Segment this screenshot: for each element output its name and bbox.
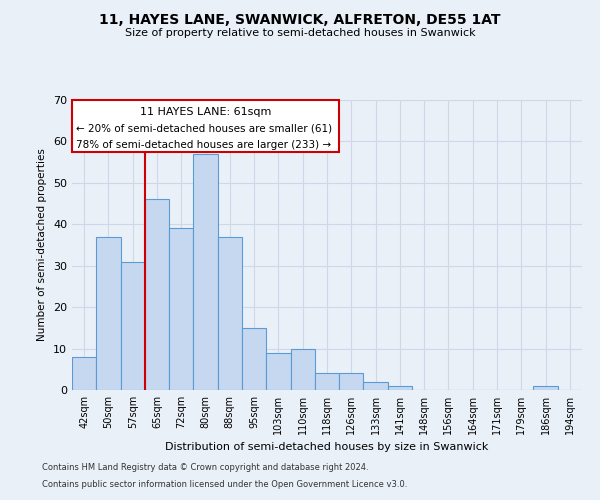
Text: Contains public sector information licensed under the Open Government Licence v3: Contains public sector information licen… [42,480,407,489]
Bar [339,374,364,390]
Bar [145,200,169,390]
Text: 11 HAYES LANE: 61sqm: 11 HAYES LANE: 61sqm [140,106,271,117]
Y-axis label: Number of semi-detached properties: Number of semi-detached properties [37,148,47,342]
Text: ← 20% of semi-detached houses are smaller (61): ← 20% of semi-detached houses are smalle… [76,123,332,133]
Bar [121,262,145,390]
FancyBboxPatch shape [72,100,339,152]
Bar [533,386,558,390]
Bar [290,348,315,390]
Bar [96,236,121,390]
Bar [218,236,242,390]
Bar [364,382,388,390]
Bar [193,154,218,390]
X-axis label: Distribution of semi-detached houses by size in Swanwick: Distribution of semi-detached houses by … [166,442,488,452]
Bar [169,228,193,390]
Bar [315,374,339,390]
Text: 11, HAYES LANE, SWANWICK, ALFRETON, DE55 1AT: 11, HAYES LANE, SWANWICK, ALFRETON, DE55… [99,12,501,26]
Bar [388,386,412,390]
Bar [242,328,266,390]
Text: 78% of semi-detached houses are larger (233) →: 78% of semi-detached houses are larger (… [76,140,331,149]
Bar [266,352,290,390]
Text: Size of property relative to semi-detached houses in Swanwick: Size of property relative to semi-detach… [125,28,475,38]
Bar [72,357,96,390]
Text: Contains HM Land Registry data © Crown copyright and database right 2024.: Contains HM Land Registry data © Crown c… [42,464,368,472]
